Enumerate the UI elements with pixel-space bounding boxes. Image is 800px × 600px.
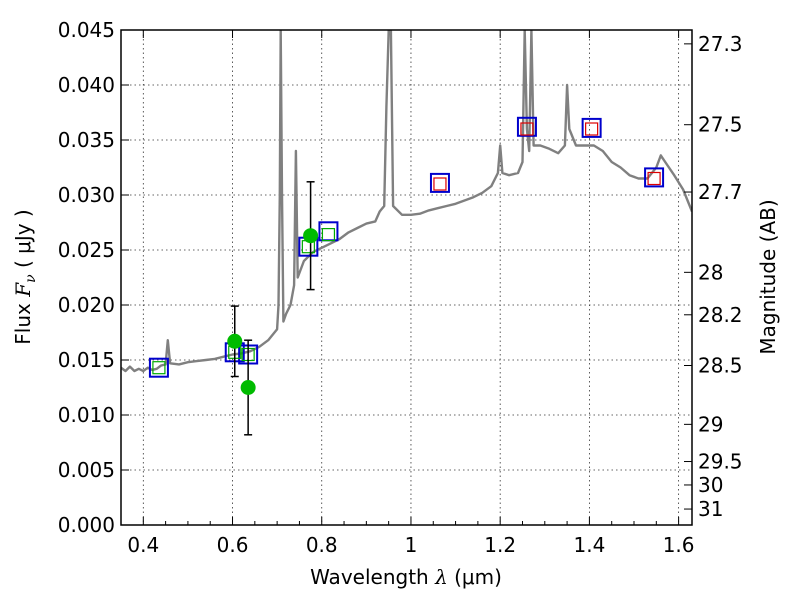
measurement-dot (227, 333, 243, 349)
mag-tick-label: 28 (698, 260, 723, 284)
model-square-marker (585, 122, 599, 136)
model-square-marker (647, 171, 661, 186)
y-tick-label: 0.030 (58, 183, 115, 207)
measurement-dot (303, 228, 319, 244)
observed-square-marker (644, 167, 665, 188)
y-tick-label: 0.005 (58, 458, 115, 482)
observed-square-marker (516, 116, 537, 137)
observed-square-marker (148, 357, 169, 378)
mag-tick-label: 27.5 (698, 113, 743, 137)
x-tick-label: 1.2 (484, 533, 516, 557)
x-tick-label: 1 (405, 533, 418, 557)
x-tick-label: 0.8 (306, 533, 338, 557)
x-tick-label: 0.4 (127, 533, 159, 557)
plot-series (121, 30, 692, 436)
magnitude-axis-label: Magnitude (AB) (756, 199, 780, 354)
grid-lines (121, 30, 692, 525)
y-tick-label: 0.000 (58, 513, 115, 537)
observed-square-marker (581, 117, 602, 138)
y-tick-label: 0.010 (58, 403, 115, 427)
observed-square-marker (429, 172, 450, 193)
x-tick-label: 1.6 (663, 533, 695, 557)
mag-tick-label: 27.3 (698, 32, 743, 56)
x-tick-label: 1.4 (573, 533, 605, 557)
model-square-marker (520, 122, 534, 136)
axis-ticks: 0.4 0.6 0.8 1 1.2 1.4 1.6 0.000 0.005 0.010 0.015 0… (58, 18, 743, 557)
measurement-dot (240, 380, 256, 395)
y-tick-label: 0.020 (58, 293, 115, 317)
mag-tick-label: 27.7 (698, 180, 743, 204)
model-square-marker (433, 177, 447, 191)
y-tick-label: 0.045 (58, 18, 115, 42)
x-axis-label: Wavelength λ (μm) (310, 565, 502, 589)
plot-frame (120, 29, 693, 526)
model-square-marker (321, 228, 336, 242)
spectrum-line (121, 30, 692, 373)
mag-tick-label: 29.5 (698, 450, 743, 474)
mag-tick-label: 30 (698, 473, 723, 497)
y-tick-label: 0.015 (58, 348, 115, 372)
y-tick-label: 0.025 (58, 238, 115, 262)
y-axis-label: Flux Fν ( μJy ) (11, 209, 39, 344)
mag-tick-label: 31 (698, 497, 723, 521)
mag-tick-label: 28.2 (698, 303, 743, 327)
mag-tick-label: 29 (698, 412, 723, 436)
y-tick-label: 0.035 (58, 128, 115, 152)
y-tick-label: 0.040 (58, 73, 115, 97)
model-square-marker (152, 361, 166, 375)
mag-tick-label: 28.5 (698, 354, 743, 378)
x-tick-label: 0.6 (217, 533, 249, 557)
